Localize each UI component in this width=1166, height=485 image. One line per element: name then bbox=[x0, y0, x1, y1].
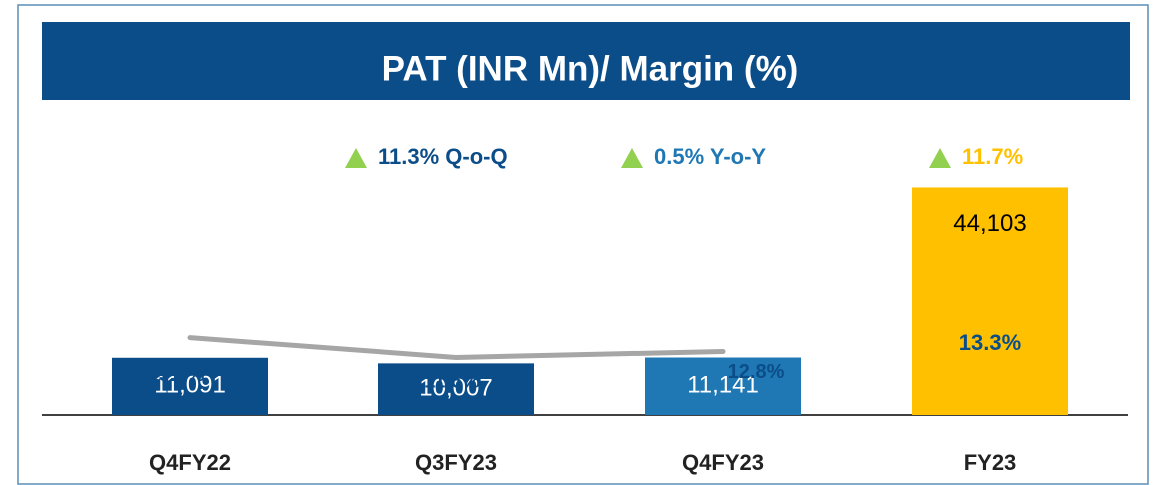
bar-value-label: 11,091 bbox=[154, 372, 226, 399]
bar-value-label: 10,007 bbox=[419, 375, 492, 402]
margin-line bbox=[187, 335, 726, 360]
bar-value-label: 44,103 bbox=[953, 210, 1026, 237]
annotation: 0.5% Y-o-Y bbox=[654, 144, 766, 169]
margin-label: 12.8% bbox=[728, 361, 785, 383]
annotation: 11.3% Q-o-Q bbox=[378, 144, 508, 169]
x-tick-label: FY23 bbox=[964, 450, 1017, 475]
margin-label: 13.3% bbox=[959, 330, 1021, 355]
bar bbox=[112, 357, 268, 415]
bar bbox=[378, 363, 534, 415]
margin-label: 15.6% bbox=[148, 364, 205, 386]
bar-value-label: 11,141 bbox=[687, 372, 759, 399]
up-triangle bbox=[929, 148, 951, 168]
bar bbox=[912, 187, 1068, 415]
x-tick-label: Q4FY23 bbox=[682, 450, 764, 475]
x-tick-label: Q4FY22 bbox=[149, 450, 231, 475]
x-tick-label: Q3FY23 bbox=[415, 450, 497, 475]
up-triangle bbox=[621, 148, 643, 168]
bar bbox=[645, 357, 801, 415]
chart-title: PAT (INR Mn)/ Margin (%) bbox=[382, 49, 799, 88]
annotation: 11.7% bbox=[962, 144, 1023, 169]
title-bar bbox=[42, 22, 1130, 100]
up-triangle bbox=[345, 148, 367, 168]
margin-label: 11.6% bbox=[424, 371, 480, 393]
